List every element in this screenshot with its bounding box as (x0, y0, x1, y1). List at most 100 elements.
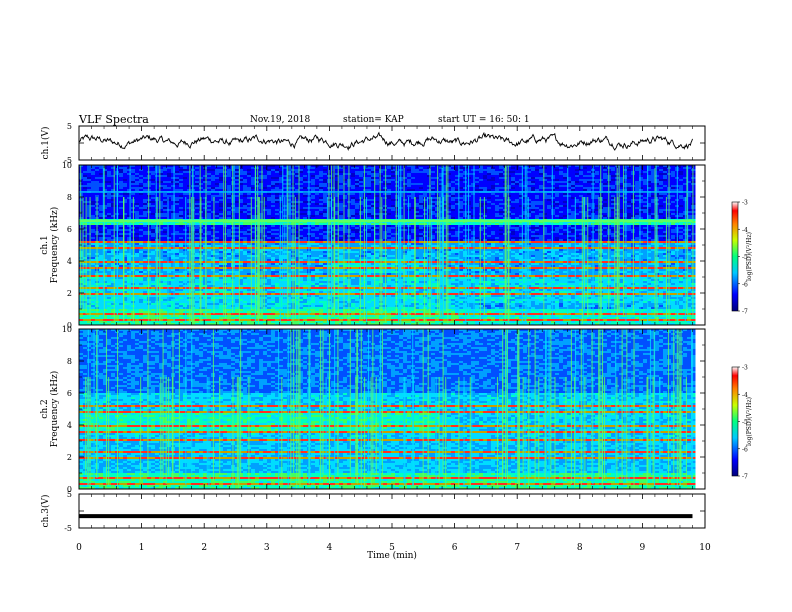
spectrogram-cell (211, 183, 216, 186)
spectrogram-cell (391, 181, 396, 184)
spectrogram-cell (303, 201, 308, 204)
spectrogram-cell (143, 207, 148, 210)
spectrogram-cell (231, 199, 236, 202)
spectrogram-cell (575, 179, 580, 182)
spectrogram-cell (215, 181, 220, 184)
spectrogram-cell (655, 173, 660, 176)
spectrogram-cell (315, 221, 320, 224)
spectrogram-cell (303, 181, 308, 184)
spectrogram-cell (155, 187, 160, 190)
spectrogram-cell (623, 223, 628, 226)
spectrogram-cell (455, 211, 460, 214)
spectrogram-cell (131, 167, 136, 170)
spectrogram-cell (95, 169, 100, 172)
spectrogram-cell (671, 209, 676, 212)
spectrogram-cell (119, 181, 124, 184)
spectrogram-cell (443, 199, 448, 202)
spectrogram-cell (323, 217, 328, 220)
spectrogram-cell (179, 199, 184, 202)
spectrogram-cell (239, 165, 244, 168)
spectrogram-cell (419, 171, 424, 174)
spectrogram-cell (339, 177, 344, 180)
spectrogram-cell (579, 193, 584, 196)
spectrogram-cell (83, 197, 88, 200)
spectrogram-cell (483, 225, 488, 228)
spectrogram-cell (507, 183, 512, 186)
spectrogram-cell (651, 215, 656, 218)
spectrogram-cell (319, 169, 324, 172)
spectrogram-cell (91, 221, 96, 224)
spectrogram-cell (107, 179, 112, 182)
spectrogram-cell (371, 215, 376, 218)
spectrogram-cell (167, 165, 172, 168)
spectrogram-cell (411, 217, 416, 220)
spectrogram-cell (619, 209, 624, 212)
spectrogram-cell (635, 179, 640, 182)
spectrogram-cell (163, 179, 168, 182)
spectrogram-cell (519, 193, 524, 196)
spectrogram-cell (159, 197, 164, 200)
spectrogram-cell (563, 165, 568, 168)
spectrogram-cell (103, 195, 108, 198)
spectrogram-cell (215, 201, 220, 204)
spectrogram-cell (623, 173, 628, 176)
spectrogram-cell (519, 195, 524, 198)
spectrogram-cell (623, 217, 628, 220)
spectrogram-cell (259, 207, 264, 210)
spectrogram-cell (263, 173, 268, 176)
spectrogram-cell (295, 201, 300, 204)
spectrogram-cell (555, 169, 560, 172)
spectrogram-cell (339, 193, 344, 196)
spectrogram-cell (407, 215, 412, 218)
spectrogram-cell (287, 173, 292, 176)
spectrogram-cell (171, 179, 176, 182)
spectrogram-cell (403, 223, 408, 226)
spectrogram-cell (267, 217, 272, 220)
spectrogram-cell (575, 181, 580, 184)
spectrogram-cell (111, 203, 116, 206)
spectrogram-cell (379, 169, 384, 172)
spectrogram-cell (279, 215, 284, 218)
spectrogram-cell (611, 217, 616, 220)
spectrogram-cell (99, 199, 104, 202)
spectrogram-cell (219, 217, 224, 220)
spectrogram-cell (491, 189, 496, 192)
spectrogram-cell (431, 185, 436, 188)
spectrogram-cell (471, 189, 476, 192)
spectrogram-cell (387, 209, 392, 212)
spectrogram-cell (135, 203, 140, 206)
spectrogram-cell (551, 181, 556, 184)
spectrogram-cell (395, 169, 400, 172)
spectrogram-cell (439, 175, 444, 178)
spectrogram-cell (491, 181, 496, 184)
spectrogram-cell (279, 205, 284, 208)
spectrogram-cell (371, 173, 376, 176)
spectrogram-cell (587, 187, 592, 190)
spectrogram-cell (119, 179, 124, 182)
spectrogram-cell (535, 223, 540, 226)
spectrogram-cell (495, 181, 500, 184)
spectrogram-cell (475, 167, 480, 170)
spectrogram-cell (127, 193, 132, 196)
spectrogram-cell (283, 179, 288, 182)
spectrogram-cell (135, 215, 140, 218)
spectrogram-cell (207, 189, 212, 192)
spectrogram-cell (99, 169, 104, 172)
spectrogram-cell (527, 197, 532, 200)
spectrogram-cell (379, 185, 384, 188)
spectrogram-cell (595, 211, 600, 214)
spectrogram-cell (391, 213, 396, 216)
spectrogram-cell (539, 193, 544, 196)
spectrogram-cell (423, 181, 428, 184)
spectrogram-cell (643, 209, 648, 212)
spectrogram-cell (251, 185, 256, 188)
spectrogram-cell (483, 203, 488, 206)
spectrogram-cell (111, 197, 116, 200)
spectrogram-cell (543, 177, 548, 180)
spectrogram-cell (427, 197, 432, 200)
spectrogram-cell (619, 189, 624, 192)
spectrogram-cell (87, 217, 92, 220)
spectrogram-cell (423, 179, 428, 182)
spectrogram-cell (371, 167, 376, 170)
spectrogram-cell (447, 169, 452, 172)
